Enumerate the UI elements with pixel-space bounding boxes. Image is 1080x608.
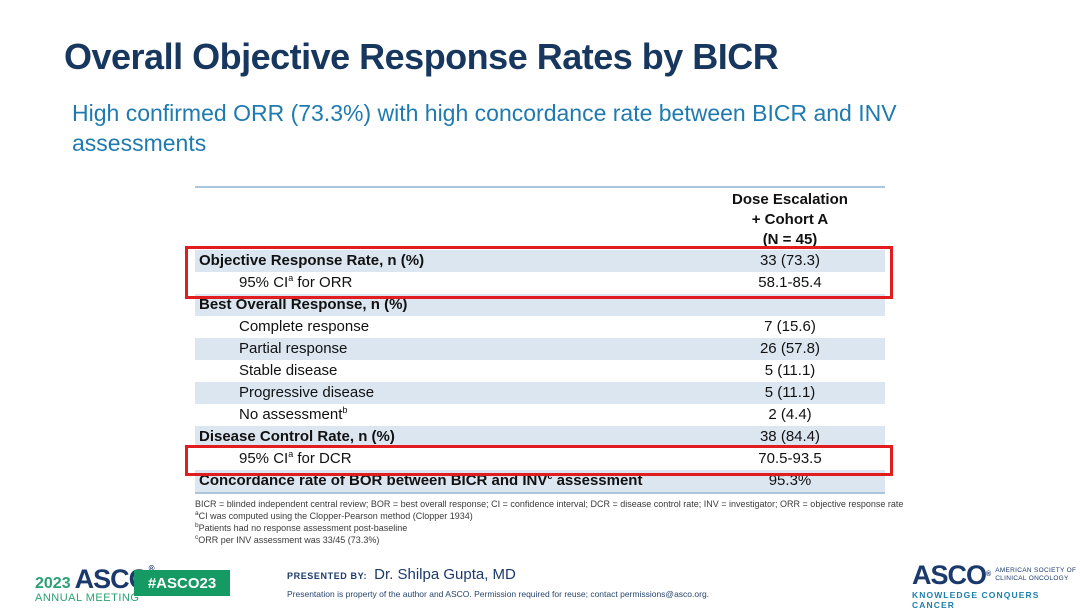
table-value: 70.5-93.5 bbox=[758, 450, 822, 467]
asco-society-logo: ASCO® AMERICAN SOCIETY OF CLINICAL ONCOL… bbox=[912, 560, 1080, 608]
table-row-partial-response: Partial response 26 (57.8) bbox=[195, 338, 885, 360]
presenter-name: Dr. Shilpa Gupta, MD bbox=[374, 566, 516, 583]
footnote-abbreviations: BICR = blinded independent central revie… bbox=[195, 499, 904, 509]
table-row-ci-orr: 95% CIa for ORR 58.1-85.4 bbox=[195, 272, 885, 294]
table-row-no-assessment: No assessmentb 2 (4.4) bbox=[195, 404, 885, 426]
header-line3: (N = 45) bbox=[762, 231, 818, 248]
footnote-b: bPatients had no response assessment pos… bbox=[195, 522, 408, 533]
footnotes: BICR = blinded independent central revie… bbox=[195, 498, 915, 546]
table-header-cohort: Dose Escalation + Cohort A (N = 45) bbox=[695, 188, 885, 250]
asco-annual-meeting-logo: 2023 ASCO® ANNUAL MEETING bbox=[35, 564, 154, 604]
table-row-ci-dcr: 95% CIa for DCR 70.5-93.5 bbox=[195, 448, 885, 470]
asco-tagline: AMERICAN SOCIETY OF CLINICAL ONCOLOGY bbox=[995, 567, 1077, 582]
registered-mark: ® bbox=[148, 564, 155, 573]
annual-meeting-label: ANNUAL MEETING bbox=[35, 592, 140, 604]
table-value: 5 (11.1) bbox=[764, 384, 816, 401]
superscript: a bbox=[288, 449, 294, 459]
superscript: c bbox=[547, 471, 553, 481]
meeting-year: 2023 bbox=[35, 575, 71, 592]
table-value: 7 (15.6) bbox=[764, 318, 816, 335]
table-value: 58.1-85.4 bbox=[758, 274, 822, 291]
table-value: 33 (73.3) bbox=[759, 252, 821, 269]
table-header-row: Dose Escalation + Cohort A (N = 45) bbox=[195, 188, 885, 250]
table-value: 26 (57.8) bbox=[759, 340, 821, 357]
results-table: Dose Escalation + Cohort A (N = 45) Obje… bbox=[195, 186, 885, 494]
table-value: 38 (84.4) bbox=[759, 428, 821, 445]
table-row-complete-response: Complete response 7 (15.6) bbox=[195, 316, 885, 338]
registered-mark: ® bbox=[986, 571, 991, 578]
highlight-box-orr bbox=[185, 246, 893, 299]
header-line1: Dose Escalation bbox=[732, 191, 848, 208]
slide-title: Overall Objective Response Rates by BICR bbox=[64, 36, 779, 77]
footnote-a: aCI was computed using the Clopper-Pears… bbox=[195, 510, 473, 521]
superscript: b bbox=[342, 405, 348, 415]
asco-slogan: KNOWLEDGE CONQUERS CANCER bbox=[912, 590, 1040, 608]
slide-subtitle: High confirmed ORR (73.3%) with high con… bbox=[72, 100, 897, 156]
highlight-box-dcr bbox=[185, 445, 893, 476]
table-row-dcr: Disease Control Rate, n (%) 38 (84.4) bbox=[195, 426, 885, 448]
table-value: 95.3% bbox=[768, 472, 812, 489]
permission-disclaimer: Presentation is property of the author a… bbox=[287, 589, 710, 599]
table-row-stable-disease: Stable disease 5 (11.1) bbox=[195, 360, 885, 382]
presented-by-block: PRESENTED BY: Dr. Shilpa Gupta, MD Prese… bbox=[287, 566, 709, 599]
header-line2: + Cohort A bbox=[751, 211, 829, 228]
table-value: 5 (11.1) bbox=[764, 362, 816, 379]
table-row-progressive-disease: Progressive disease 5 (11.1) bbox=[195, 382, 885, 404]
asco-wordmark: ASCO® bbox=[912, 560, 991, 590]
hashtag-badge: #ASCO23 bbox=[134, 570, 230, 596]
table-row-orr: Objective Response Rate, n (%) 33 (73.3) bbox=[195, 250, 885, 272]
table-row-bor: Best Overall Response, n (%) bbox=[195, 294, 885, 316]
superscript: a bbox=[288, 273, 294, 283]
footnote-c: cORR per INV assessment was 33/45 (73.3%… bbox=[195, 534, 380, 545]
presented-by-label: PRESENTED BY: bbox=[287, 571, 368, 581]
table-value: 2 (4.4) bbox=[768, 406, 812, 423]
